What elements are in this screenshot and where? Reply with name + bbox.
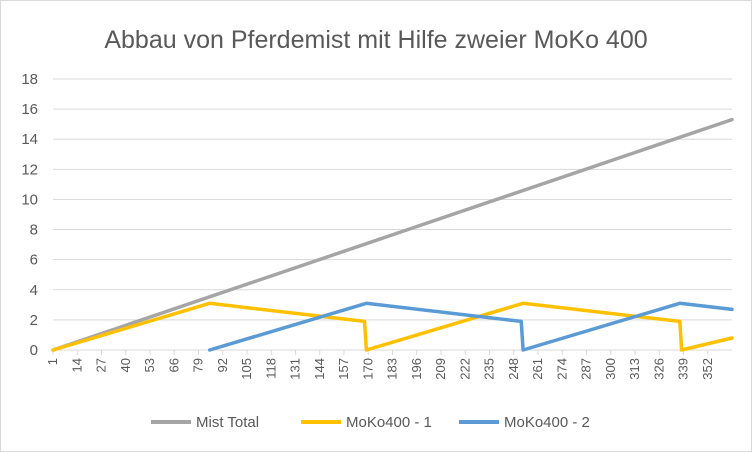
x-tick-label: 157: [336, 358, 351, 380]
x-tick-label: 92: [215, 358, 230, 372]
x-tick-label: 287: [579, 358, 594, 380]
series-lines: [51, 117, 734, 352]
y-tick-label: 2: [30, 312, 38, 329]
legend-label-3: MoKo400 - 2: [504, 414, 590, 431]
y-tick-label: 18: [21, 71, 38, 88]
x-tick-label: 261: [530, 358, 545, 380]
legend-label-2: MoKo400 - 1: [346, 414, 432, 431]
x-tick-label: 53: [142, 358, 157, 372]
y-tick-label: 12: [21, 161, 38, 178]
x-tick-label: 79: [191, 358, 206, 372]
legend: Mist Total MoKo400 - 1 MoKo400 - 2: [151, 414, 590, 431]
series-line-2: [51, 301, 734, 352]
x-tick-label: 222: [457, 358, 472, 380]
y-tick-label: 4: [30, 282, 38, 299]
x-tick-label: 339: [676, 358, 691, 380]
y-tick-label: 8: [30, 222, 38, 239]
x-tick-label: 144: [312, 358, 327, 380]
x-tick-label: 248: [506, 358, 521, 380]
chart-title: Abbau von Pferdemist mit Hilfe zweier Mo…: [104, 26, 647, 54]
x-tick-label: 274: [554, 358, 569, 380]
x-tick-label: 66: [166, 358, 181, 372]
x-tick-label: 1: [45, 358, 60, 365]
x-tick-label: 196: [409, 358, 424, 380]
x-tick-label: 118: [263, 358, 278, 379]
x-tick-label: 352: [700, 358, 715, 380]
x-tick-label: 326: [651, 358, 666, 380]
x-tick-label: 235: [482, 358, 497, 380]
x-tick-label: 183: [385, 358, 400, 380]
x-tick-label: 170: [360, 358, 375, 380]
x-tick-label: 27: [94, 358, 109, 372]
series-line-3: [207, 301, 734, 352]
gridlines: [53, 78, 732, 321]
series-line-1: [51, 117, 734, 352]
y-tick-label: 14: [21, 131, 38, 148]
x-tick-label: 40: [118, 358, 133, 372]
legend-label-1: Mist Total: [196, 414, 259, 431]
x-tick-label: 131: [288, 358, 303, 380]
y-tick-label: 6: [30, 252, 38, 269]
axes: 0 2 4 6 8 10 12 14 16 18 1 14 27 40 53 66 79 92 105 118 131 1…: [21, 71, 732, 380]
y-tick-label: 0: [30, 342, 38, 359]
x-tick-label: 14: [69, 358, 84, 372]
y-tick-label: 16: [21, 101, 38, 118]
y-tick-label: 10: [21, 191, 38, 208]
x-tick-label: 105: [239, 358, 254, 380]
x-tick-label: 209: [433, 358, 448, 380]
x-tick-label: 313: [627, 358, 642, 380]
x-tick-label: 300: [603, 358, 618, 380]
